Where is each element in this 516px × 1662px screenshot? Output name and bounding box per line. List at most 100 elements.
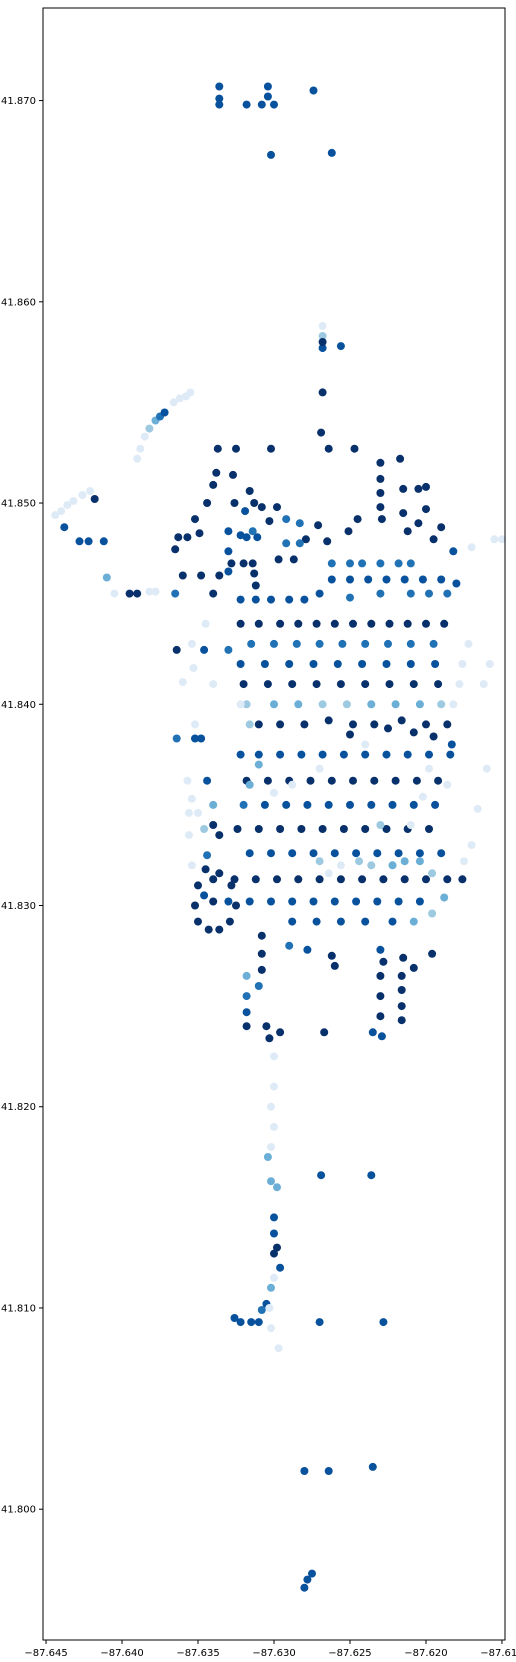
data-point — [314, 521, 323, 530]
data-point — [265, 517, 274, 526]
y-tick-label: 41.860 — [1, 297, 36, 308]
data-point — [230, 875, 239, 884]
data-point — [409, 963, 418, 972]
data-point — [212, 468, 221, 477]
data-point — [69, 497, 78, 505]
data-point — [315, 589, 324, 598]
data-point — [394, 897, 403, 906]
data-point — [399, 509, 408, 518]
data-point — [236, 660, 245, 668]
data-point — [443, 875, 452, 884]
data-point — [418, 575, 427, 584]
data-point — [379, 957, 388, 966]
data-point — [415, 700, 424, 709]
data-point — [349, 776, 357, 785]
data-point — [498, 535, 506, 544]
data-point — [452, 579, 461, 588]
data-point — [282, 800, 291, 809]
data-point — [257, 1306, 266, 1314]
data-point — [245, 487, 254, 495]
data-point — [301, 535, 310, 544]
data-point — [342, 700, 351, 709]
data-point — [288, 680, 297, 689]
data-point — [204, 925, 213, 934]
data-point — [201, 865, 210, 874]
data-point — [382, 660, 391, 668]
data-point — [236, 619, 245, 628]
data-point — [336, 342, 345, 351]
data-point — [309, 660, 318, 668]
data-point — [367, 619, 376, 628]
data-point — [178, 571, 187, 580]
data-point — [215, 869, 224, 878]
data-point — [391, 700, 400, 709]
data-point — [75, 537, 84, 546]
data-point — [403, 619, 412, 628]
data-point — [257, 100, 266, 109]
data-point — [270, 1082, 278, 1091]
data-point — [315, 764, 324, 773]
y-tick-label: 41.810 — [1, 1303, 36, 1314]
data-point — [273, 503, 281, 512]
data-point — [396, 454, 405, 463]
data-point — [367, 861, 376, 870]
data-point — [306, 776, 315, 785]
data-point — [425, 764, 433, 773]
data-point — [224, 897, 233, 906]
data-point — [276, 720, 285, 729]
data-point — [485, 660, 494, 668]
x-tick-label: −87.645 — [24, 1648, 67, 1659]
data-point — [236, 595, 245, 604]
data-point — [78, 491, 87, 499]
data-point — [230, 1314, 239, 1322]
data-point — [174, 533, 183, 542]
data-point — [265, 1304, 274, 1312]
data-point — [90, 495, 99, 503]
data-point — [297, 825, 306, 833]
data-point — [397, 971, 406, 980]
data-point — [133, 454, 142, 463]
data-point — [169, 398, 178, 407]
data-point — [467, 841, 476, 850]
data-point — [209, 821, 218, 829]
data-point — [276, 1028, 285, 1037]
data-point — [224, 645, 233, 654]
data-point — [346, 593, 354, 602]
data-point — [330, 619, 339, 628]
data-point — [254, 1318, 263, 1327]
data-point — [376, 489, 385, 497]
data-point — [425, 750, 433, 759]
data-point — [270, 1122, 278, 1131]
data-point — [370, 776, 379, 785]
data-point — [473, 804, 482, 813]
data-point — [323, 537, 332, 546]
data-point — [215, 571, 224, 580]
data-point — [209, 480, 218, 489]
data-point — [385, 619, 394, 628]
data-point — [353, 515, 362, 524]
data-point — [270, 1273, 278, 1282]
data-point — [391, 776, 400, 785]
data-point — [324, 444, 333, 453]
data-point — [327, 776, 336, 785]
data-point — [367, 1171, 376, 1180]
data-point — [178, 678, 187, 687]
data-point — [397, 716, 406, 725]
data-point — [324, 869, 333, 878]
data-point — [350, 444, 359, 453]
data-point — [409, 917, 418, 926]
data-point — [263, 92, 272, 101]
data-point — [213, 444, 222, 453]
data-point — [251, 581, 260, 590]
data-point — [361, 917, 370, 926]
data-point — [276, 750, 285, 759]
x-axis: −87.645 −87.640 −87.635 −87.630 −87.625 −87.6… — [24, 1640, 516, 1659]
data-point — [260, 800, 269, 809]
data-point — [86, 487, 95, 495]
data-point — [467, 543, 476, 552]
data-point — [125, 589, 134, 598]
data-point — [263, 776, 272, 785]
data-point — [397, 1002, 406, 1011]
data-point — [225, 917, 234, 926]
data-point — [247, 639, 256, 648]
